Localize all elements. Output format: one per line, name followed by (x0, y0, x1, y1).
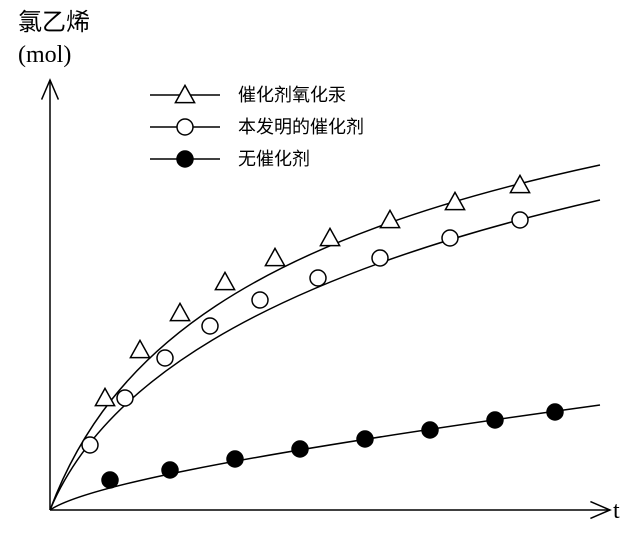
series-s3-marker-2 (227, 451, 243, 467)
series-s2-marker-7 (442, 230, 458, 246)
x-axis-title: t (613, 498, 620, 524)
series-s2-marker-2 (157, 350, 173, 366)
series-s3-marker-3 (292, 441, 308, 457)
legend-s2-label: 本发明的催化剂 (238, 117, 364, 137)
series-s2-marker-8 (512, 212, 528, 228)
series-s3-marker-6 (487, 412, 503, 428)
series-s3-marker-0 (102, 472, 118, 488)
chart-svg: 氯乙烯 (mol) t 催化剂氧化汞本发明的催化剂无催化剂 (0, 0, 630, 549)
y-axis-title-line1: 氯乙烯 (18, 9, 90, 36)
series-s3-marker-7 (547, 404, 563, 420)
series-s2-marker-5 (310, 270, 326, 286)
series-s2-marker-3 (202, 318, 218, 334)
series-s2-marker-1 (117, 390, 133, 406)
series-s2-marker-0 (82, 437, 98, 453)
series-s2-marker-4 (252, 292, 268, 308)
legend-s2-marker (177, 119, 193, 135)
legend-s3-marker (177, 151, 193, 167)
chart-container: 氯乙烯 (mol) t 催化剂氧化汞本发明的催化剂无催化剂 (0, 0, 630, 549)
series-s2-marker-6 (372, 250, 388, 266)
y-axis-title-line2: (mol) (18, 42, 71, 68)
series-s3-marker-5 (422, 422, 438, 438)
legend-s3-label: 无催化剂 (238, 149, 310, 169)
legend-s1-label: 催化剂氧化汞 (238, 85, 346, 105)
series-s3-marker-4 (357, 431, 373, 447)
series-s3-marker-1 (162, 462, 178, 478)
